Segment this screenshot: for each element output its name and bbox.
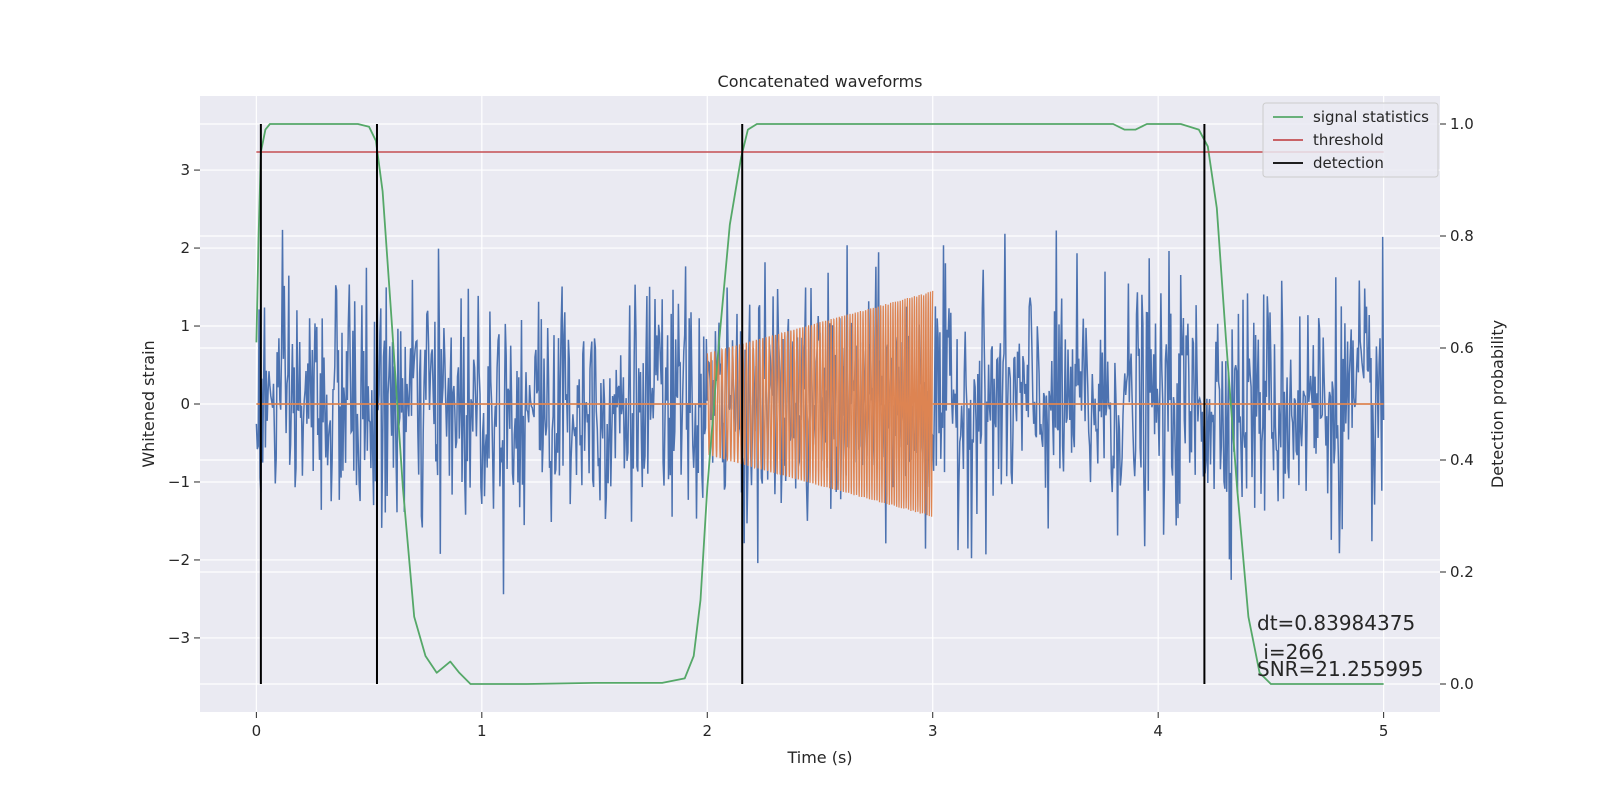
injection-series <box>256 290 1384 517</box>
x-tick-label: 4 <box>1153 722 1163 740</box>
y2-tick-label: 1.0 <box>1450 115 1474 133</box>
legend-label-threshold: threshold <box>1313 131 1384 149</box>
y-tick-label: 1 <box>180 317 190 335</box>
x-tick-label: 2 <box>702 722 712 740</box>
y-tick-label: 0 <box>180 395 190 413</box>
x-tick-label: 0 <box>252 722 262 740</box>
y2-tick-label: 0.6 <box>1450 339 1474 357</box>
annotation-snr: SNR=21.255995 <box>1257 657 1423 681</box>
x-tick-label: 1 <box>477 722 487 740</box>
chart-title: Concatenated waveforms <box>718 72 923 91</box>
y-tick-label: 3 <box>180 161 190 179</box>
legend-label-detection: detection <box>1313 154 1384 172</box>
y-tick-label: −1 <box>168 473 190 491</box>
signal-statistics-line <box>255 123 1384 685</box>
y-tick-label: −2 <box>168 551 190 569</box>
y2-tick-label: 0.8 <box>1450 227 1474 245</box>
detection-series-group <box>255 123 1384 685</box>
y-tick-label: −3 <box>168 629 190 647</box>
x-axis-label: Time (s) <box>786 748 852 767</box>
x-tick-label: 3 <box>928 722 938 740</box>
legend-label-signal-statistics: signal statistics <box>1313 108 1429 126</box>
legend: signal statistics threshold detection <box>1262 102 1439 178</box>
legend-box <box>1262 102 1439 178</box>
y2-tick-label: 0.4 <box>1450 451 1474 469</box>
y2-tick-label: 0.0 <box>1450 675 1474 693</box>
x-tick-label: 5 <box>1379 722 1389 740</box>
ticks: 0 1 2 3 4 5 −3 −2 −1 0 1 2 3 0.0 0.2 0.4 0.6 0.8 1.0 <box>168 115 1474 740</box>
annotation-index: i=266 <box>1257 640 1324 664</box>
annotation-dt: dt=0.83984375 <box>1257 611 1415 635</box>
y-axis-label: Whitened strain <box>139 340 158 467</box>
y2-tick-label: 0.2 <box>1450 563 1474 581</box>
injection-chirp-line <box>706 290 934 517</box>
y-tick-label: 2 <box>180 239 190 257</box>
y2-axis-label: Detection probability <box>1488 320 1507 488</box>
